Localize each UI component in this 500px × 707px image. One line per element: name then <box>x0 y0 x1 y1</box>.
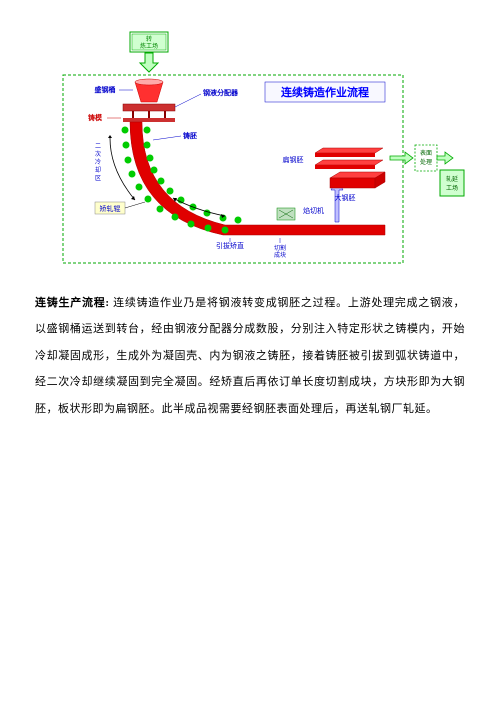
tundish-icon <box>123 104 175 111</box>
slab-label: 扁钢胚 <box>283 155 304 164</box>
mill-label-2: 工场 <box>446 184 458 192</box>
mill-label-1: 轧延 <box>446 175 458 183</box>
process-diagram: 转 炼工场 连续铸造作业流程 盛钢桶 钢液分配器 铸模 <box>35 30 465 270</box>
diagram-title: 连续铸造作业流程 <box>281 85 369 99</box>
svg-text:次: 次 <box>95 150 101 158</box>
svg-text:成块: 成块 <box>274 251 286 259</box>
svg-text:却: 却 <box>95 166 101 174</box>
down-arrow-icon <box>140 53 158 72</box>
right-arrow-2-icon <box>437 152 453 164</box>
bloom-label: 大钢胚 <box>335 193 356 202</box>
cooling-label: 二 <box>95 144 101 150</box>
mill-box <box>440 170 464 196</box>
right-arrow-1-icon <box>390 152 413 164</box>
cut-label: 切割 <box>274 244 286 252</box>
ladle-label: 盛钢桶 <box>95 85 116 94</box>
top-box-label-1: 转 <box>146 35 152 43</box>
surface-label-2: 处理 <box>420 158 432 166</box>
mold-label: 铸模 <box>88 113 103 122</box>
rolls-label: 矫轧辊 <box>100 204 121 213</box>
diagram-svg: 转 炼工场 连续铸造作业流程 盛钢桶 钢液分配器 铸模 <box>35 30 465 270</box>
flamecut-label: 焰切机 <box>303 206 324 215</box>
svg-text:区: 区 <box>95 175 101 182</box>
surface-box <box>415 145 437 171</box>
description-title: 连铸生产流程: <box>35 297 110 309</box>
cast-label: 铸胚 <box>183 131 197 140</box>
description-body: 连续铸造作业乃是将钢液转变成钢胚之过程。上游处理完成之钢液，以盛钢桶运送到转台，… <box>35 297 465 415</box>
straighten-label: 引拔矫直 <box>216 241 244 250</box>
surface-label-1: 表面 <box>420 149 432 157</box>
description-paragraph: 连铸生产流程: 连续铸造作业乃是将钢液转变成钢胚之过程。上游处理完成之钢液，以盛… <box>35 290 465 422</box>
tundish-label: 钢液分配器 <box>203 88 239 97</box>
svg-text:冷: 冷 <box>95 158 101 166</box>
top-box-label-2: 炼工场 <box>140 42 158 50</box>
